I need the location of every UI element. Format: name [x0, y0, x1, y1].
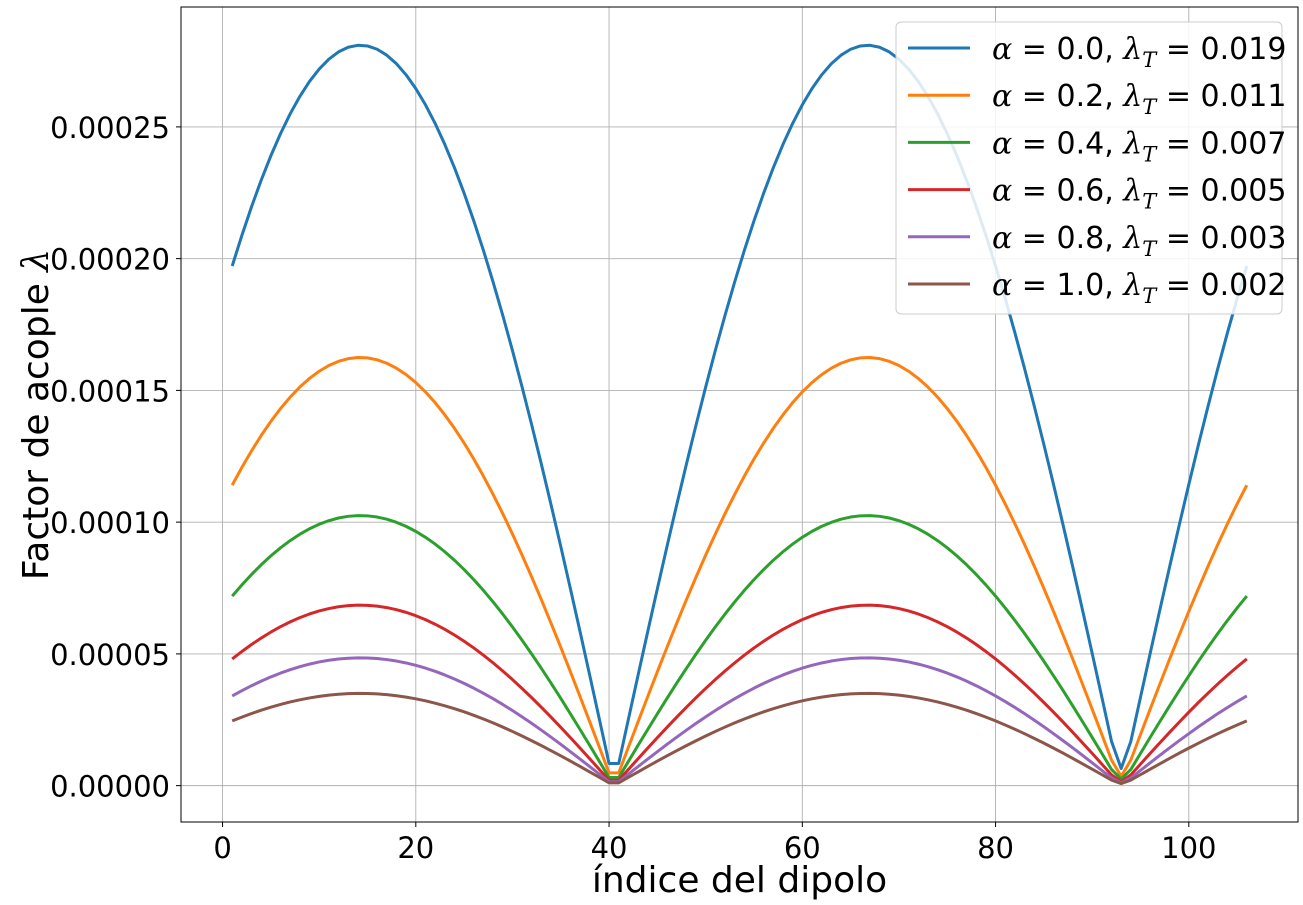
- legend-lambda-value: 0.007: [1201, 126, 1287, 161]
- x-tick-label: 20: [397, 831, 434, 865]
- legend-label: α = 0.8, λT = 0.003: [992, 221, 1286, 261]
- y-axis: 0.00000 0.00005 0.00010 0.00015 0.00020 0.000…: [50, 111, 181, 804]
- legend-alpha-value: 0.4: [1056, 126, 1104, 161]
- legend-lambda-value: 0.011: [1201, 79, 1287, 114]
- legend-item: α = 0.4, λT = 0.007: [908, 126, 1286, 166]
- legend-item: α = 0.8, λT = 0.003: [908, 221, 1286, 261]
- x-tick-label: 80: [977, 831, 1014, 865]
- x-axis-title: índice del dipolo: [592, 860, 887, 901]
- legend-label: α = 1.0, λT = 0.002: [992, 268, 1286, 308]
- y-tick-label: 0.00010: [50, 506, 170, 540]
- x-tick-label: 60: [784, 831, 821, 865]
- legend-lambda-value: 0.002: [1201, 268, 1287, 303]
- series-line-4: [231, 656, 1248, 785]
- legend-alpha-value: 0.0: [1056, 32, 1104, 67]
- series-line-5: [231, 691, 1248, 786]
- legend-lambda-value: 0.019: [1201, 32, 1287, 67]
- legend-label: α = 0.4, λT = 0.007: [992, 126, 1286, 166]
- legend-box: [895, 21, 1283, 315]
- y-tick-label: 0.00005: [50, 638, 170, 672]
- legend: α = 0.0, λT = 0.019 α = 0.2, λT = 0.011 α …: [895, 21, 1286, 315]
- legend-alpha-value: 0.2: [1056, 79, 1104, 114]
- series-line-1: [230, 356, 1249, 778]
- x-tick-label: 40: [591, 831, 628, 865]
- y-tick-label: 0.00025: [50, 111, 170, 145]
- x-tick-label: 0: [213, 831, 231, 865]
- series-layer: [230, 43, 1249, 786]
- y-tick-label: 0.00020: [50, 243, 170, 277]
- legend-label: α = 0.0, λT = 0.019: [992, 32, 1286, 72]
- legend-item: α = 0.0, λT = 0.019: [908, 32, 1286, 72]
- plot-frame: [180, 6, 1299, 823]
- legend-label: α = 0.2, λT = 0.011: [992, 79, 1286, 119]
- legend-lambda-value: 0.003: [1201, 221, 1287, 256]
- series-line-2: [231, 514, 1248, 781]
- legend-lambda-value: 0.005: [1201, 174, 1287, 209]
- legend-alpha-value: 1.0: [1056, 268, 1104, 303]
- series-line-0: [230, 43, 1249, 771]
- legend-item: α = 0.6, λT = 0.005: [908, 174, 1286, 214]
- legend-item: α = 1.0, λT = 0.002: [908, 268, 1286, 308]
- x-axis: 0 20 40 60 80 100: [213, 822, 1216, 865]
- y-axis-title: Factor de acople λ: [16, 249, 57, 580]
- series-line-3: [231, 603, 1248, 784]
- legend-item: α = 0.2, λT = 0.011: [908, 79, 1286, 119]
- y-tick-label: 0.00000: [50, 770, 170, 804]
- legend-alpha-value: 0.8: [1056, 221, 1104, 256]
- x-tick-label: 100: [1161, 831, 1216, 865]
- y-tick-label: 0.00015: [50, 374, 170, 408]
- legend-alpha-value: 0.6: [1056, 174, 1104, 209]
- legend-label: α = 0.6, λT = 0.005: [992, 174, 1286, 214]
